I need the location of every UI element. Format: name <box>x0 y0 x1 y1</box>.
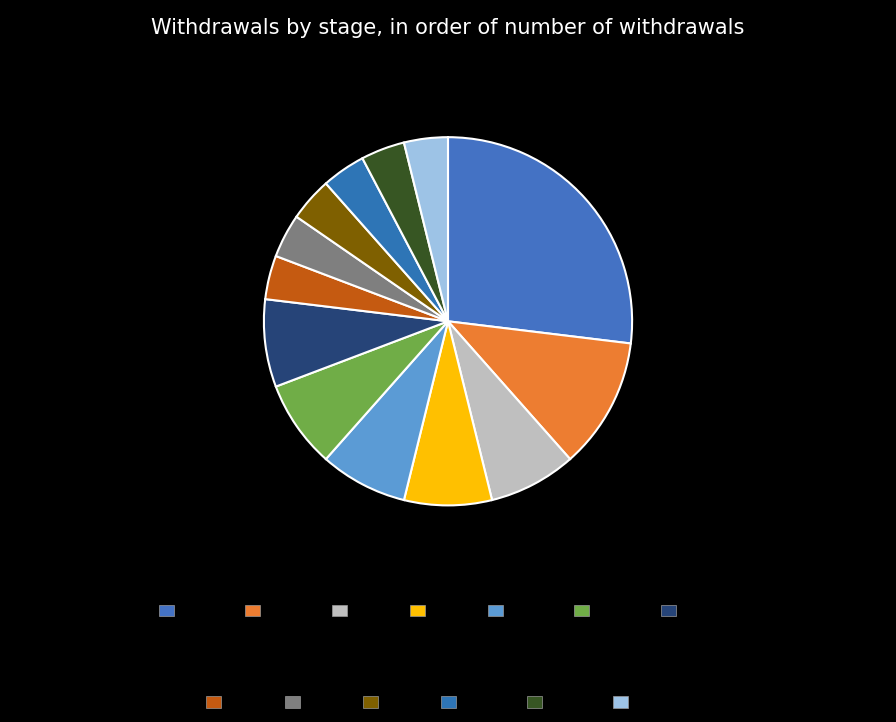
Wedge shape <box>404 137 448 321</box>
Wedge shape <box>448 137 632 344</box>
Wedge shape <box>276 321 448 459</box>
Wedge shape <box>448 321 570 500</box>
Wedge shape <box>448 321 631 459</box>
Wedge shape <box>404 321 492 505</box>
Title: Withdrawals by stage, in order of number of withdrawals: Withdrawals by stage, in order of number… <box>151 18 745 38</box>
Wedge shape <box>297 183 448 321</box>
Wedge shape <box>363 142 448 321</box>
Wedge shape <box>264 299 448 386</box>
Wedge shape <box>265 256 448 321</box>
Wedge shape <box>326 158 448 321</box>
Wedge shape <box>276 217 448 321</box>
Legend: Stage 1, Stage 2, Stage 9, Stage 15, Stage 16, Stage 20: Stage 1, Stage 2, Stage 9, Stage 15, Sta… <box>202 691 694 714</box>
Wedge shape <box>326 321 448 500</box>
